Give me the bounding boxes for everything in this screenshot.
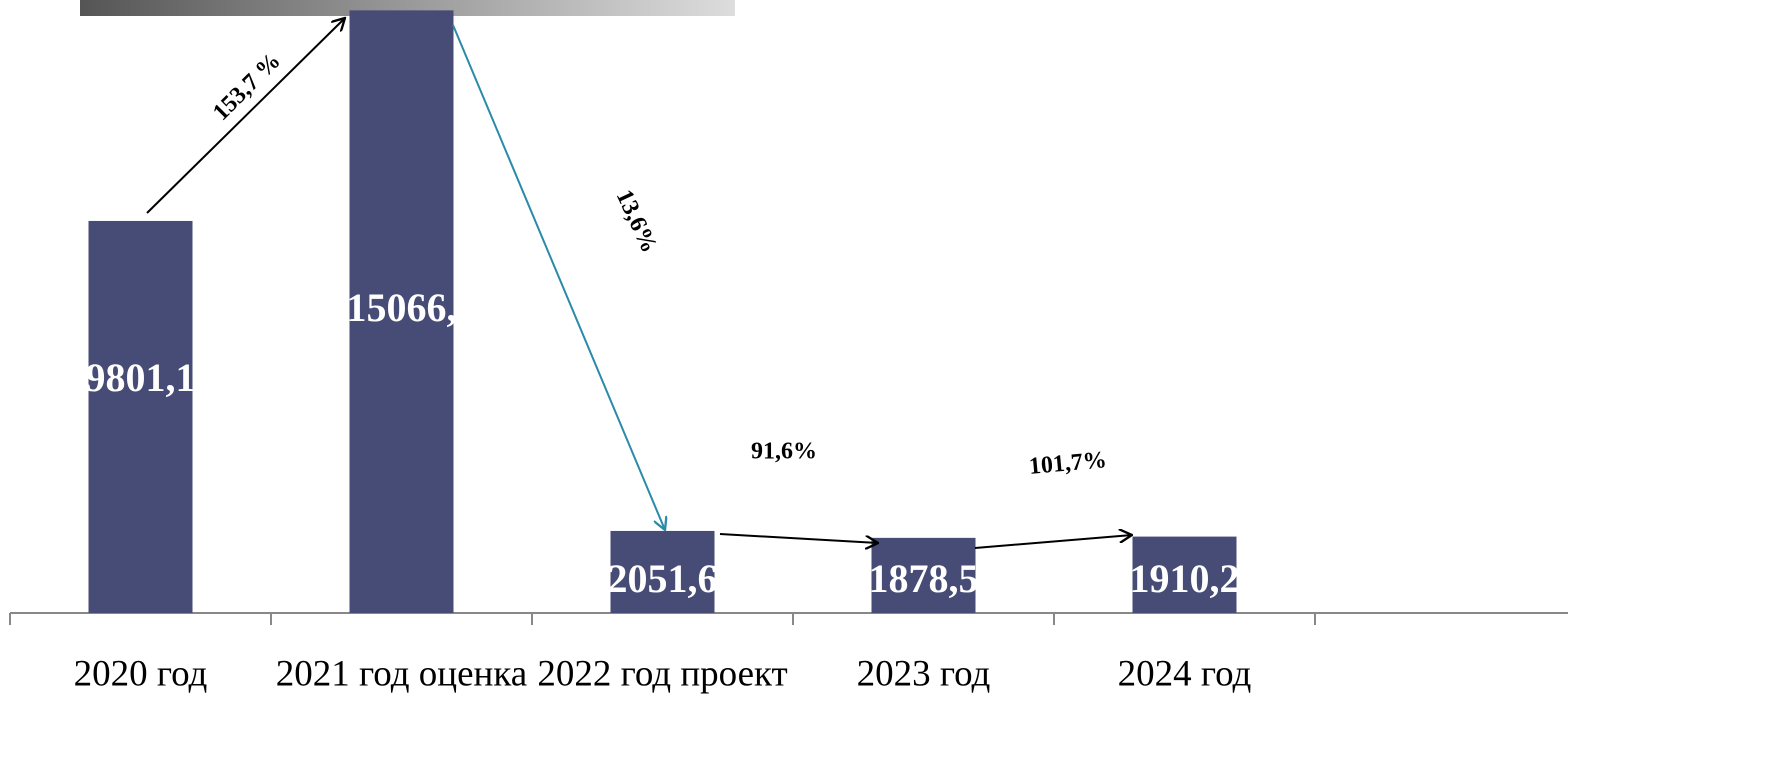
value-label: 2051,6 <box>608 556 718 601</box>
x-tick-label: 2023 год <box>857 653 991 694</box>
value-label: 9801,1 <box>86 355 196 400</box>
growth-label: 13,6% <box>611 186 662 257</box>
value-label: 1910,2 <box>1130 556 1240 601</box>
growth-label: 91,6% <box>751 439 817 465</box>
bar <box>610 530 715 613</box>
growth-arrow <box>452 24 665 530</box>
x-tick-label: 2024 год <box>1118 653 1252 694</box>
header-image <box>80 0 735 16</box>
value-label: 1878,5 <box>869 556 979 601</box>
bar <box>349 10 454 614</box>
x-tick-label: 2020 год <box>74 653 208 694</box>
growth-arrow <box>146 18 345 214</box>
bar <box>88 220 193 613</box>
x-tick-label: 2022 год проект <box>537 653 787 694</box>
growth-arrow <box>719 533 878 543</box>
value-label: 15066, <box>347 285 457 330</box>
bar <box>871 537 976 613</box>
growth-arrow <box>974 535 1132 549</box>
plot: 2020 год 9801,1 2021 год оценка 15066, 2022 … <box>9 10 1316 694</box>
bar <box>1132 536 1237 613</box>
growth-label: 101,7% <box>1028 447 1108 480</box>
x-tick-label: 2021 год оценка <box>276 653 527 694</box>
